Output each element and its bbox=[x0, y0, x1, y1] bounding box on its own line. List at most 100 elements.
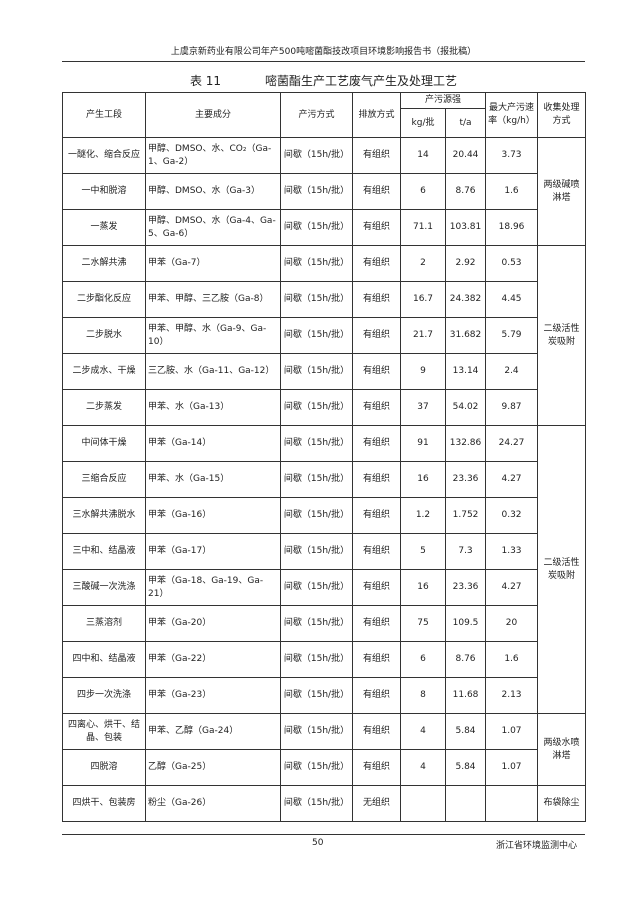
stage-cell: 二水解共沸 bbox=[62, 245, 146, 282]
kg-cell: 8 bbox=[400, 677, 446, 714]
mode-cell: 间歇（15h/批） bbox=[280, 461, 353, 498]
rate-cell: 4.27 bbox=[485, 461, 539, 498]
rate-cell: 0.32 bbox=[485, 497, 539, 534]
table-caption: 表 11 嘧菌酯生产工艺废气产生及处理工艺 bbox=[62, 72, 585, 89]
table-row: 三缩合反应 甲苯、水（Ga-15） 间歇（15h/批） 有组织 16 23.36 4.27 bbox=[62, 461, 586, 498]
footer-org: 浙江省环境监测中心 bbox=[495, 841, 577, 851]
stage-cell: 一蒸发 bbox=[62, 209, 146, 246]
mode-cell: 间歇（15h/批） bbox=[280, 569, 353, 606]
table-body: 一醚化、缩合反应 甲醇、DMSO、水、CO₂（Ga-1、Ga-2） 间歇（15h/批… bbox=[62, 137, 587, 822]
ta-cell: 23.36 bbox=[444, 461, 487, 498]
components-cell: 三乙胺、水（Ga-11、Ga-12） bbox=[145, 353, 281, 390]
emission-cell: 有组织 bbox=[352, 605, 401, 642]
emission-cell: 有组织 bbox=[352, 569, 401, 606]
ta-cell: 8.76 bbox=[444, 173, 487, 210]
header-cell: 最大产污速率（kg/h） bbox=[485, 92, 539, 138]
table-title: 嘧菌酯生产工艺废气产生及处理工艺 bbox=[265, 74, 458, 88]
header-cell: 产污源强 bbox=[399, 92, 487, 109]
mode-cell: 间歇（15h/批） bbox=[280, 605, 353, 642]
header-cell: 产生工段 bbox=[62, 92, 146, 138]
ta-cell: 5.84 bbox=[444, 749, 487, 786]
rate-cell: 20 bbox=[485, 605, 539, 642]
table-row: 三酸碱一次洗涤 甲苯（Ga-18、Ga-19、Ga-21） 间歇（15h/批） 有组织… bbox=[62, 569, 586, 606]
mode-cell: 间歇（15h/批） bbox=[280, 137, 353, 174]
kg-cell: 14 bbox=[400, 137, 446, 174]
emission-cell: 有组织 bbox=[352, 389, 401, 426]
mode-cell: 间歇（15h/批） bbox=[280, 533, 353, 570]
footer: 50 浙江省环境监测中心 bbox=[62, 834, 585, 851]
treatment-cell: 二级活性炭吸附 bbox=[537, 425, 587, 714]
ta-cell: 8.76 bbox=[444, 641, 487, 678]
header-cell: 收集处理方式 bbox=[537, 92, 587, 138]
kg-cell: 2 bbox=[400, 245, 446, 282]
treatment-cell: 二级活性炭吸附 bbox=[537, 245, 587, 426]
emission-table: 产生工段 主要成分 产污方式 排放方式 产污源强 最大产污速率（kg/h） 收集… bbox=[62, 92, 587, 822]
kg-cell: 37 bbox=[400, 389, 446, 426]
treatment-cell: 两级水喷淋塔 bbox=[537, 713, 587, 786]
emission-cell: 有组织 bbox=[352, 461, 401, 498]
header-cell: 主要成分 bbox=[145, 92, 281, 138]
stage-cell: 一中和脱溶 bbox=[62, 173, 146, 210]
stage-cell: 三缩合反应 bbox=[62, 461, 146, 498]
kg-cell: 6 bbox=[400, 641, 446, 678]
mode-cell: 间歇（15h/批） bbox=[280, 389, 353, 426]
ta-cell: 5.84 bbox=[444, 713, 487, 750]
stage-cell: 三中和、结晶液 bbox=[62, 533, 146, 570]
header-cell: 产污方式 bbox=[280, 92, 353, 138]
stage-cell: 四烘干、包装房 bbox=[62, 785, 146, 822]
ta-cell: 2.92 bbox=[444, 245, 487, 282]
emission-cell: 有组织 bbox=[352, 209, 401, 246]
components-cell: 甲醇、DMSO、水（Ga-4、Ga-5、Ga-6） bbox=[145, 209, 281, 246]
components-cell: 甲苯（Ga-14） bbox=[145, 425, 281, 462]
stage-cell: 一醚化、缩合反应 bbox=[62, 137, 146, 174]
components-cell: 甲苯（Ga-16） bbox=[145, 497, 281, 534]
table-row: 一醚化、缩合反应 甲醇、DMSO、水、CO₂（Ga-1、Ga-2） 间歇（15h/批… bbox=[62, 137, 587, 246]
ta-cell: 31.682 bbox=[444, 317, 487, 354]
kg-cell: 71.1 bbox=[400, 209, 446, 246]
mode-cell: 间歇（15h/批） bbox=[280, 353, 353, 390]
ta-cell: 20.44 bbox=[444, 137, 487, 174]
header-cell: t/a bbox=[444, 108, 487, 138]
kg-cell: 4 bbox=[400, 713, 446, 750]
kg-cell: 16.7 bbox=[400, 281, 446, 318]
emission-cell: 有组织 bbox=[352, 677, 401, 714]
ta-cell: 23.36 bbox=[444, 569, 487, 606]
stage-cell: 三水解共沸脱水 bbox=[62, 497, 146, 534]
components-cell: 乙醇（Ga-25） bbox=[145, 749, 281, 786]
emission-cell: 有组织 bbox=[352, 713, 401, 750]
rate-cell: 1.6 bbox=[485, 641, 539, 678]
kg-cell: 9 bbox=[400, 353, 446, 390]
table-number: 表 11 bbox=[189, 74, 222, 88]
rate-cell bbox=[485, 785, 539, 822]
page-number: 50 bbox=[312, 838, 324, 848]
components-cell: 甲苯、甲醇、水（Ga-9、Ga-10） bbox=[145, 317, 281, 354]
emission-cell: 无组织 bbox=[352, 785, 401, 822]
kg-cell: 16 bbox=[400, 569, 446, 606]
table-row: 四烘干、包装房 粉尘（Ga-26） 间歇（15h/批） 无组织 布袋除尘 bbox=[62, 785, 587, 822]
kg-cell: 5 bbox=[400, 533, 446, 570]
table-row: 一蒸发 甲醇、DMSO、水（Ga-4、Ga-5、Ga-6） 间歇（15h/批） 有组织… bbox=[62, 209, 586, 246]
components-cell: 甲苯（Ga-17） bbox=[145, 533, 281, 570]
components-cell: 甲苯、水（Ga-15） bbox=[145, 461, 281, 498]
treatment-cell: 布袋除尘 bbox=[537, 785, 587, 822]
rate-cell: 24.27 bbox=[485, 425, 539, 462]
emission-cell: 有组织 bbox=[352, 317, 401, 354]
table-row: 中间体干燥 甲苯（Ga-14） 间歇（15h/批） 有组织 91 132.86 24.27 二… bbox=[62, 425, 587, 714]
kg-cell: 4 bbox=[400, 749, 446, 786]
ta-cell: 103.81 bbox=[444, 209, 487, 246]
table-row: 二步成水、干燥 三乙胺、水（Ga-11、Ga-12） 间歇（15h/批） 有组织 9 13… bbox=[62, 353, 586, 390]
header-cell: 排放方式 bbox=[352, 92, 401, 138]
kg-cell: 6 bbox=[400, 173, 446, 210]
treatment-cell: 两级碱喷淋塔 bbox=[537, 137, 587, 246]
mode-cell: 间歇（15h/批） bbox=[280, 785, 353, 822]
kg-cell: 75 bbox=[400, 605, 446, 642]
mode-cell: 间歇（15h/批） bbox=[280, 173, 353, 210]
emission-cell: 有组织 bbox=[352, 641, 401, 678]
emission-cell: 有组织 bbox=[352, 425, 401, 462]
stage-cell: 三蒸溶剂 bbox=[62, 605, 146, 642]
components-cell: 粉尘（Ga-26） bbox=[145, 785, 281, 822]
table-row: 二水解共沸 甲苯（Ga-7） 间歇（15h/批） 有组织 2 2.92 0.53 二级活性炭吸… bbox=[62, 245, 587, 426]
ta-cell: 54.02 bbox=[444, 389, 487, 426]
emission-cell: 有组织 bbox=[352, 749, 401, 786]
components-cell: 甲苯、乙醇（Ga-24） bbox=[145, 713, 281, 750]
